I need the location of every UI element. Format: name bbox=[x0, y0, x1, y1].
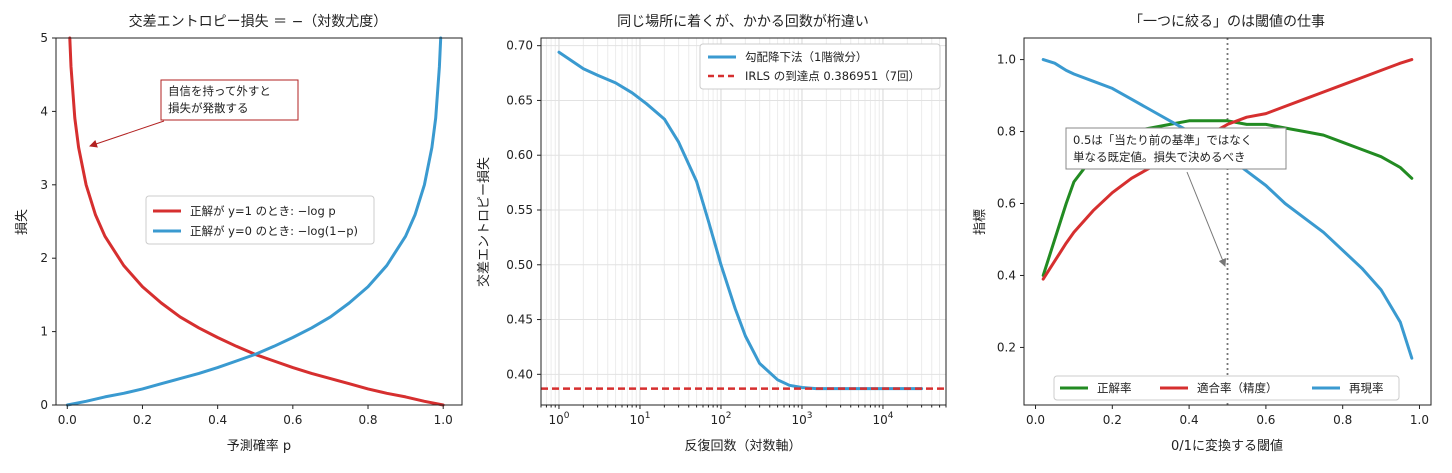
panel1-ytick-label-2: 2 bbox=[40, 251, 48, 265]
panel2-xtick-label-1: 101 bbox=[629, 411, 650, 427]
panel2-xlabel: 反復回数（対数軸） bbox=[684, 438, 801, 454]
panel2-ytick-label-6: 0.70 bbox=[506, 39, 533, 53]
panel1-axes-frame bbox=[55, 37, 463, 406]
panel1-annotation-line1: 自信を持って外すと bbox=[168, 84, 271, 98]
panel3-ytick-label-1: 0.4 bbox=[997, 268, 1016, 282]
panel3-ytick-label-0: 0.2 bbox=[997, 340, 1016, 354]
panel3-annotation-line2: 単なる既定値。損失で決めるべき bbox=[1073, 150, 1246, 164]
panel1-legend-box bbox=[145, 195, 375, 245]
panel2-legend: 勾配降下法（1階微分） IRLS の到達点 0.386951（7回） bbox=[699, 43, 941, 90]
panel1-annotation: 自信を持って外すと 損失が発散する bbox=[89, 79, 299, 148]
panel3-xlabel: 0/1に変換する閾値 bbox=[1171, 438, 1283, 454]
panel3-ylabel: 指標 bbox=[973, 209, 988, 235]
panel1-annotation-arrow bbox=[89, 120, 165, 148]
panel-convergence: 同じ場所に着くが、かかる回数が桁違い 100 101 102 103 104 0.40 0.… bbox=[476, 14, 947, 454]
panel3-ytick-label-4: 1.0 bbox=[997, 53, 1016, 67]
panel2-legend-label-0: 勾配降下法（1階微分） bbox=[745, 50, 867, 64]
panel3-annotation: 0.5は「当たり前の基準」ではなく 単なる既定値。損失で決めるべき bbox=[1065, 127, 1287, 267]
panel1-xtick-label-3: 0.6 bbox=[283, 413, 302, 427]
panel3-xtick-label-3: 0.6 bbox=[1256, 413, 1275, 427]
panel3-xtick-label-4: 0.8 bbox=[1333, 413, 1352, 427]
panel3-legend-box bbox=[1053, 375, 1400, 401]
panel2-legend-label-1: IRLS の到達点 0.386951（7回） bbox=[745, 69, 920, 83]
panel3-title: 「一つに絞る」のは閾値の仕事 bbox=[1129, 14, 1325, 30]
panel1-ytick-label-4: 4 bbox=[40, 104, 48, 118]
panel3-xtick-label-5: 1.0 bbox=[1410, 413, 1429, 427]
panel2-xtick-label-0: 100 bbox=[548, 411, 569, 427]
panel3-legend-label-0: 正解率 bbox=[1097, 381, 1132, 395]
panel2-title: 同じ場所に着くが、かかる回数が桁違い bbox=[617, 14, 869, 30]
panel3-xtick-label-1: 0.2 bbox=[1103, 413, 1122, 427]
panel1-series-1 bbox=[65, 36, 443, 407]
panel1-xtick-label-1: 0.2 bbox=[133, 413, 152, 427]
panel2-xtick-label-3: 103 bbox=[791, 411, 812, 427]
panel3-annotation-line1: 0.5は「当たり前の基準」ではなく bbox=[1073, 133, 1252, 147]
panel1-xtick-label-0: 0.0 bbox=[58, 413, 77, 427]
panel1-ytick-label-0: 0 bbox=[40, 398, 48, 412]
panel2-ytick-label-5: 0.65 bbox=[506, 93, 533, 107]
panel1-ytick-label-1: 1 bbox=[40, 325, 48, 339]
panel1-legend: 正解が y=1 のとき: −log p 正解が y=0 のとき: −log(1−… bbox=[145, 195, 375, 245]
panel1-title: 交差エントロピー損失 ＝ −（対数尤度） bbox=[129, 13, 388, 30]
panel1-legend-label-1: 正解が y=0 のとき: −log(1−p) bbox=[190, 224, 358, 238]
panel3-legend-label-2: 再現率 bbox=[1349, 381, 1384, 395]
panel2-xtick-label-4: 104 bbox=[872, 411, 893, 427]
panel1-ytick-label-3: 3 bbox=[40, 178, 48, 192]
panel2-ytick-label-2: 0.50 bbox=[506, 258, 533, 272]
panel1-legend-label-0: 正解が y=1 のとき: −log p bbox=[190, 204, 336, 218]
panel3-legend: 正解率 適合率（精度） 再現率 bbox=[1053, 375, 1400, 401]
panel2-ytick-label-4: 0.60 bbox=[506, 148, 533, 162]
panel2-xtick-label-2: 102 bbox=[710, 411, 731, 427]
panel2-ytick-label-1: 0.45 bbox=[506, 313, 533, 327]
panel3-annotation-box bbox=[1065, 127, 1287, 170]
panel1-ylabel: 損失 bbox=[15, 209, 30, 235]
panel3-ytick-label-3: 0.8 bbox=[997, 125, 1016, 139]
panel2-ytick-label-0: 0.40 bbox=[506, 367, 533, 381]
panel1-ytick-label-5: 5 bbox=[40, 31, 48, 45]
panel2-series-0 bbox=[557, 50, 924, 391]
panel2-legend-box bbox=[699, 43, 941, 90]
panel3-xtick-label-2: 0.4 bbox=[1180, 413, 1199, 427]
panel1-annotation-box bbox=[160, 79, 299, 121]
panel-loss-curves: 交差エントロピー損失 ＝ −（対数尤度） 0.0 0.2 0.4 0.6 0.8 1.0 0… bbox=[15, 13, 463, 454]
panel3-annotation-arrow bbox=[1186, 171, 1227, 267]
panel-threshold-metrics: 「一つに絞る」のは閾値の仕事 0.0 0.2 0.4 0.6 0.8 1.0 0.2 0.4 0… bbox=[973, 14, 1432, 454]
panel1-xlabel: 予測確率 p bbox=[227, 438, 291, 454]
panel1-series-0 bbox=[68, 36, 445, 407]
panel2-axes-frame bbox=[540, 37, 947, 406]
panel3-ytick-label-2: 0.6 bbox=[997, 197, 1016, 211]
panel2-ytick-label-3: 0.55 bbox=[506, 203, 533, 217]
panel1-xtick-label-4: 0.8 bbox=[358, 413, 377, 427]
panel1-xtick-label-2: 0.4 bbox=[208, 413, 227, 427]
panel3-legend-label-1: 適合率（精度） bbox=[1197, 381, 1278, 395]
panel3-xtick-label-0: 0.0 bbox=[1026, 413, 1045, 427]
panel1-annotation-line2: 損失が発散する bbox=[168, 101, 249, 115]
panel1-xtick-label-5: 1.0 bbox=[434, 413, 453, 427]
panel2-ylabel: 交差エントロピー損失 bbox=[476, 157, 492, 287]
panel3-axes-frame bbox=[1023, 37, 1432, 406]
